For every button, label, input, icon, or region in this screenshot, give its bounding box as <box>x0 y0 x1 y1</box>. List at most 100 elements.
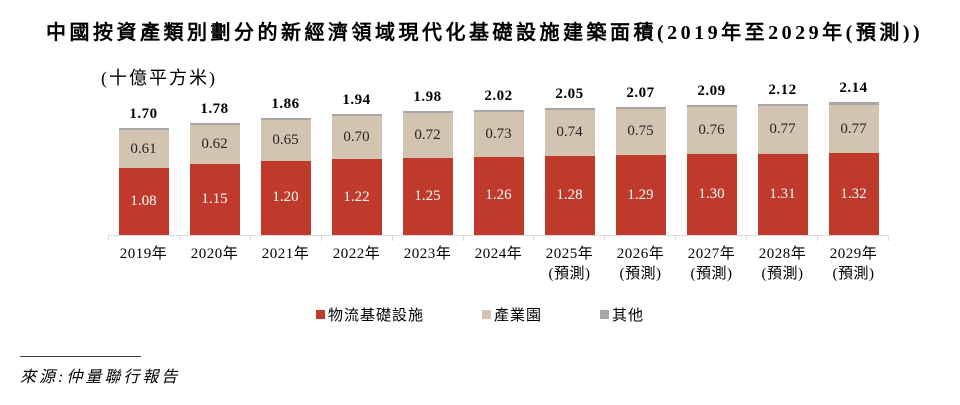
axis-tick-cell <box>108 236 179 241</box>
axis-tick-cell <box>178 236 250 241</box>
bar-segment-other <box>757 103 808 107</box>
stacked-bar: 0.73 1.26 <box>473 109 524 235</box>
segment-value-label: 1.32 <box>840 185 867 202</box>
bar-segment-industrial-park: 0.72 <box>402 112 453 158</box>
legend-swatch-logistics <box>315 310 325 319</box>
x-tick-label: 2019年 <box>119 246 168 262</box>
segment-value-label: 0.77 <box>769 121 796 138</box>
x-tick-label: 2029年 (預測) <box>829 246 878 282</box>
total-value-label: 1.94 <box>342 91 371 108</box>
axis-tick-cell <box>320 236 392 241</box>
axis-tick-cell <box>604 236 675 241</box>
segment-value-label: 1.30 <box>698 186 725 203</box>
bar-segment-logistics: 1.31 <box>757 153 808 235</box>
bar-segment-other <box>402 110 453 113</box>
bar-segment-other <box>544 107 595 110</box>
bar-segment-industrial-park: 0.73 <box>473 111 524 157</box>
source-note: 來源:仲量聯行報告 <box>20 369 181 386</box>
total-value-label: 1.70 <box>129 106 158 123</box>
x-tick-sublabel: (預測) <box>619 266 662 282</box>
stacked-bar: 0.65 1.20 <box>260 118 311 235</box>
bar-segment-industrial-park: 0.76 <box>686 107 737 155</box>
legend-swatch-other <box>600 310 609 319</box>
bar-segment-industrial-park: 0.61 <box>118 130 169 169</box>
bar-column-2026年: 2.07 0.75 1.29 <box>605 85 676 235</box>
axis-tick-cell <box>675 236 746 241</box>
x-tick-sublabel: (預測) <box>832 266 875 282</box>
legend-item-other: 其他 <box>600 304 644 325</box>
total-value-label: 2.09 <box>697 83 726 100</box>
bar-segment-industrial-park: 0.70 <box>331 115 382 160</box>
segment-value-label: 1.26 <box>485 187 512 204</box>
segment-value-label: 0.61 <box>130 140 157 157</box>
legend-swatch-industrial-park <box>481 310 491 319</box>
legend-label: 其他 <box>612 308 645 324</box>
segment-value-label: 1.29 <box>627 186 654 203</box>
stacked-bar: 0.77 1.32 <box>828 102 879 235</box>
bar-column-2028年: 2.12 0.77 1.31 <box>747 82 818 235</box>
x-tick-sublabel: (預測) <box>548 266 591 282</box>
bar-segment-logistics: 1.20 <box>260 160 311 235</box>
axis-tick-cell <box>391 236 463 241</box>
bar-segment-logistics: 1.25 <box>402 157 453 235</box>
segment-value-label: 1.25 <box>414 187 441 204</box>
bar-segment-industrial-park: 0.77 <box>828 105 879 154</box>
total-value-label: 2.05 <box>555 85 584 102</box>
bar-segment-industrial-park: 0.65 <box>260 120 311 161</box>
x-tick-label: 2027年 (預測) <box>687 246 736 282</box>
legend-item-logistics: 物流基礎設施 <box>315 304 424 325</box>
y-axis-unit-label: (十億平方米) <box>101 68 217 88</box>
stacked-bar: 0.75 1.29 <box>615 106 666 235</box>
stacked-bar: 0.76 1.30 <box>686 105 737 235</box>
segment-value-label: 0.70 <box>343 129 370 146</box>
x-tick-label: 2022年 <box>332 246 381 262</box>
x-tick-label: 2023年 <box>403 246 452 262</box>
total-value-label: 1.98 <box>413 88 442 105</box>
bar-segment-logistics: 1.28 <box>544 155 595 235</box>
bar-segment-other <box>615 106 666 109</box>
x-tick-sublabel: (預測) <box>690 266 733 282</box>
segment-value-label: 1.22 <box>343 188 370 205</box>
total-value-label: 2.07 <box>626 84 655 101</box>
total-value-label: 1.86 <box>271 96 300 113</box>
bar-column-2022年: 1.94 0.70 1.22 <box>321 92 392 235</box>
x-axis <box>108 235 889 241</box>
legend-label: 產業園 <box>493 308 542 324</box>
segment-value-label: 0.62 <box>201 135 228 152</box>
segment-value-label: 0.74 <box>556 124 583 141</box>
bar-segment-logistics: 1.30 <box>686 154 737 235</box>
bar-column-2027年: 2.09 0.76 1.30 <box>676 83 747 235</box>
stacked-bar: 0.74 1.28 <box>544 107 595 235</box>
total-value-label: 2.14 <box>839 80 868 97</box>
bar-segment-logistics: 1.26 <box>473 156 524 235</box>
segment-value-label: 1.31 <box>769 185 796 202</box>
bar-segment-industrial-park: 0.62 <box>189 125 240 164</box>
total-value-label: 2.12 <box>768 81 797 98</box>
stacked-bar: 0.70 1.22 <box>331 113 382 235</box>
stacked-bar: 0.72 1.25 <box>402 110 453 235</box>
segment-value-label: 1.20 <box>272 189 299 206</box>
x-tick-label: 2026年 (預測) <box>616 246 665 282</box>
segment-value-label: 1.28 <box>556 186 583 203</box>
bar-segment-logistics: 1.29 <box>615 155 666 235</box>
axis-tick-cell <box>533 236 604 241</box>
bar-column-2020年: 1.78 0.62 1.15 <box>179 101 250 235</box>
footnote-rule <box>20 356 141 357</box>
bar-area: 1.70 0.61 1.08 1.78 0.62 1.15 1.86 0.65 1.20 1.94… <box>108 70 889 235</box>
segment-value-label: 0.76 <box>698 122 725 139</box>
stacked-bar: 0.61 1.08 <box>118 128 169 235</box>
x-tick-label: 2021年 <box>261 246 310 262</box>
x-tick-label: 2020年 <box>190 246 239 262</box>
segment-value-label: 0.75 <box>627 123 654 140</box>
bar-segment-logistics: 1.22 <box>331 159 382 235</box>
total-value-label: 1.78 <box>200 101 229 118</box>
segment-value-label: 0.72 <box>414 126 441 143</box>
axis-tick-cell <box>462 236 534 241</box>
bar-column-2019年: 1.70 0.61 1.08 <box>108 106 179 235</box>
segment-value-label: 1.15 <box>201 190 228 207</box>
chart-title: 中國按資產類別劃分的新經濟領域現代化基礎設施建築面積(2019年至2029年(預… <box>46 22 924 44</box>
bar-segment-logistics: 1.08 <box>118 168 169 235</box>
segment-value-label: 0.65 <box>272 131 299 148</box>
total-value-label: 2.02 <box>484 87 513 104</box>
bar-segment-other <box>118 128 169 131</box>
